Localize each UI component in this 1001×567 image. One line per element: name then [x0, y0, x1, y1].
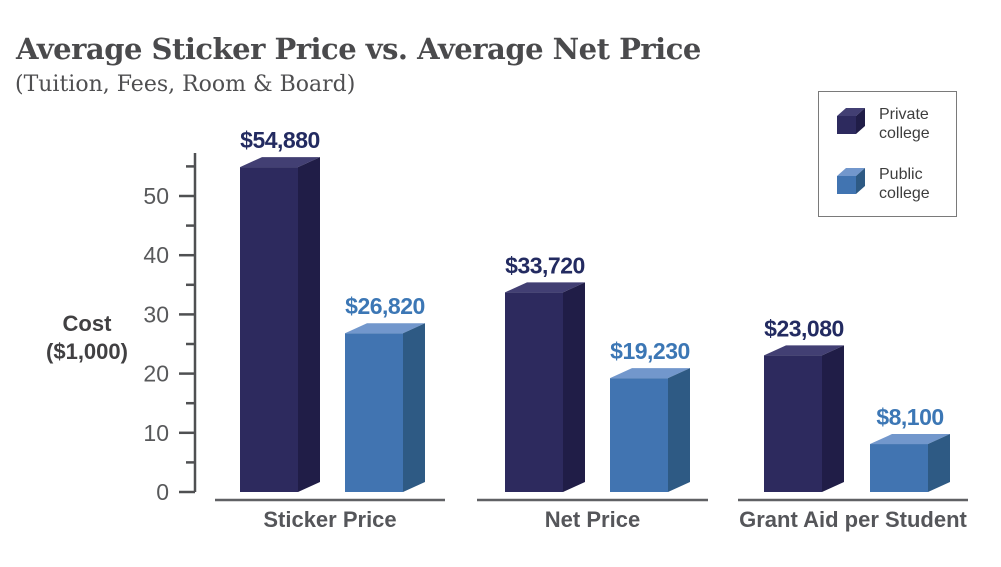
legend-label-private-line2: college	[879, 125, 930, 142]
chart-subtitle: (Tuition, Fees, Room & Board)	[15, 72, 356, 97]
legend-label-public-line1: Public	[879, 166, 923, 183]
legend-label-private: Private college	[879, 103, 930, 143]
public-value-label-1: $19,230	[610, 338, 690, 364]
private-bar-1-side	[563, 282, 585, 492]
public-cube-polygon	[856, 168, 865, 194]
public-bar-2-front	[870, 444, 928, 492]
private-value-label-0: $54,880	[240, 127, 320, 153]
private-bar-1-front	[505, 292, 563, 492]
private-bar-2-top	[764, 345, 844, 356]
private-college-cube-icon	[837, 108, 865, 134]
legend-label-public: Public college	[879, 163, 930, 203]
public-cube-rect	[837, 176, 856, 194]
public-bar-1-top	[610, 368, 690, 379]
legend-item-public: Public college	[835, 163, 930, 203]
public-bar-2	[870, 434, 950, 492]
tick-label-30: 30	[143, 301, 169, 327]
public-value-label-0: $26,820	[345, 293, 425, 319]
public-bar-0-front	[345, 333, 403, 492]
private-cube-polygon	[856, 108, 865, 134]
tick-label-50: 50	[143, 183, 169, 209]
public-bar-2-side	[928, 434, 950, 492]
private-bar-0-side	[298, 157, 320, 492]
public-value-label-2: $8,100	[876, 404, 943, 430]
y-axis-label-line2: ($1,000)	[46, 339, 128, 364]
y-axis-label: Cost ($1,000)	[28, 310, 146, 366]
private-bar-1-top	[505, 282, 585, 293]
public-bar-1	[610, 368, 690, 492]
category-label-2: Grant Aid per Student	[739, 507, 967, 532]
public-bar-1-front	[610, 378, 668, 492]
private-value-label-2: $23,080	[764, 315, 844, 341]
private-bar-2-front	[764, 355, 822, 492]
private-cube-polygon	[837, 108, 865, 116]
private-bar-0-front	[240, 167, 298, 492]
tick-label-40: 40	[143, 242, 169, 268]
legend-label-private-line1: Private	[879, 106, 929, 123]
private-bar-2	[764, 345, 844, 492]
private-value-label-1: $33,720	[505, 252, 585, 278]
chart-title: Average Sticker Price vs. Average Net Pr…	[16, 32, 701, 66]
y-axis-label-line1: Cost	[62, 311, 112, 336]
private-bar-1	[505, 282, 585, 492]
tick-label-10: 10	[143, 420, 169, 446]
tick-label-20: 20	[143, 361, 169, 387]
public-cube-polygon	[837, 168, 865, 176]
private-cube-rect	[837, 116, 856, 134]
public-bar-0-side	[403, 323, 425, 492]
private-bar-0	[240, 157, 320, 492]
public-bar-2-top	[870, 434, 950, 445]
public-college-cube-icon	[837, 168, 865, 194]
legend-label-public-line2: college	[879, 185, 930, 202]
public-bar-0-top	[345, 323, 425, 334]
category-label-0: Sticker Price	[263, 507, 396, 532]
tick-label-0: 0	[156, 479, 169, 505]
legend-item-private: Private college	[835, 103, 930, 143]
public-bar-0	[345, 323, 425, 492]
category-label-1: Net Price	[545, 507, 640, 532]
legend: Private college Public college	[818, 91, 957, 217]
public-bar-1-side	[668, 368, 690, 492]
private-bar-2-side	[822, 345, 844, 492]
private-bar-0-top	[240, 157, 320, 168]
